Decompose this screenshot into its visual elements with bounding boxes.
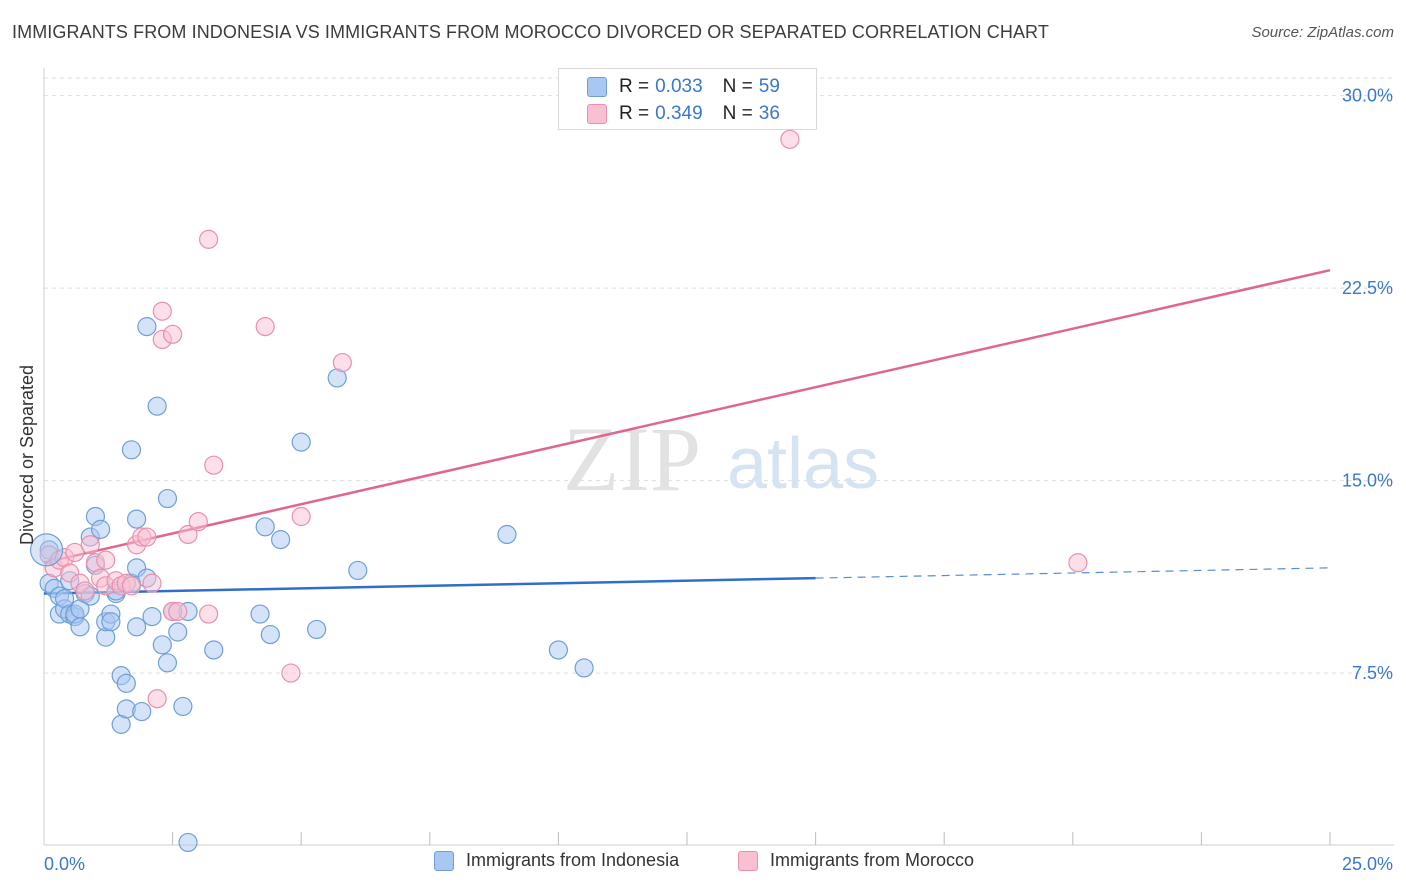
point-morocco [137,527,157,547]
point-indonesia [137,317,157,337]
point-indonesia [255,517,275,537]
point-morocco [281,663,301,683]
y-axis-label: Divorced or Separated [17,365,37,545]
point-morocco [163,324,183,344]
point-morocco [147,689,167,709]
legend-label-indonesia: Immigrants from Indonesia [466,850,680,870]
point-indonesia [157,653,178,673]
stats-row-morocco: R = 0.349 N = 36 [559,100,780,128]
point-morocco [332,352,352,373]
point-indonesia [204,640,224,660]
point-indonesia [271,530,291,550]
point-morocco [255,317,275,337]
source-label: Source: ZipAtlas.com [1251,24,1394,41]
grid-lines [44,77,1394,674]
point-morocco [142,573,162,593]
stats-swatch-morocco [587,104,607,124]
point-morocco [65,542,85,563]
point-indonesia [70,617,90,637]
legend-swatch-indonesia [434,850,454,871]
point-morocco [188,512,208,532]
axes [43,68,1394,846]
point-morocco [199,229,219,249]
y-tick-label: 22.5% [1342,278,1393,298]
point-morocco [121,576,142,596]
y-tick-label: 7.5% [1352,663,1393,683]
y-tick-label: 15.0% [1342,471,1393,491]
y-tick-label: 30.0% [1342,86,1393,106]
axis-labels: 7.5% 15.0% 22.5% 30.0% 0.0% 25.0% Divorced or … [17,86,1393,874]
point-morocco [168,601,188,622]
point-morocco [152,301,172,321]
watermark-atlas: atlas [727,424,879,504]
point-indonesia [260,624,280,645]
axis-ticks [172,832,1331,845]
point-indonesia [157,488,178,509]
x-tick-label: 0.0% [44,854,85,874]
point-indonesia [548,640,569,660]
chart-title: IMMIGRANTS FROM INDONESIA VS IMMIGRANTS … [12,22,1049,42]
point-indonesia [497,524,517,545]
point-morocco [1068,553,1088,573]
point-indonesia [90,519,111,539]
n-value: 36 [758,103,780,124]
point-morocco [780,129,800,149]
point-indonesia [178,832,198,853]
point-indonesia [307,619,327,640]
legend-swatch-morocco [738,850,758,871]
r-label: R = [619,103,650,124]
point-indonesia [29,533,64,567]
point-indonesia [142,607,162,627]
point-morocco [199,604,219,624]
watermark-zip: ZIP [563,408,701,510]
watermark: ZIP atlas [563,408,879,510]
point-morocco [75,581,95,601]
point-indonesia [126,509,147,529]
trend-line-morocco [43,268,1331,564]
r-label: R = [619,76,650,97]
r-value: 0.033 [655,76,703,97]
trend-lines [43,268,1331,595]
point-indonesia [116,673,136,693]
point-indonesia [121,440,142,460]
point-indonesia [152,635,172,655]
data-points [29,129,1088,853]
point-indonesia [291,432,311,452]
point-morocco [80,535,100,555]
legend-label-morocco: Immigrants from Morocco [770,850,975,870]
trend-line-indonesia [43,576,816,595]
point-morocco [178,524,198,545]
point-indonesia [126,617,147,637]
stats-row-indonesia: R = 0.033 N = 59 [559,73,780,101]
point-indonesia [101,612,121,632]
n-label: N = [722,103,753,124]
point-morocco [204,455,224,475]
series-legend: Immigrants from Indonesia Immigrants fro… [0,850,1406,880]
point-morocco [291,506,311,527]
point-indonesia [168,622,188,642]
point-indonesia [574,658,594,678]
point-indonesia [348,560,368,581]
n-value: 59 [758,76,780,97]
stats-legend: R = 0.033 N = 59 R = 0.349 N = 36 [558,68,817,130]
point-indonesia [132,701,152,722]
trend-line-indonesia-extension [815,567,1331,579]
point-indonesia [147,396,167,416]
point-indonesia [173,696,193,717]
legend-item-morocco: Immigrants from Morocco [738,850,974,871]
n-label: N = [722,76,753,97]
r-value: 0.349 [655,103,703,124]
point-indonesia [250,604,270,624]
stats-swatch-indonesia [587,77,607,97]
x-tick-label: 25.0% [1342,854,1393,874]
point-morocco [96,550,116,570]
legend-item-indonesia: Immigrants from Indonesia [434,850,679,871]
